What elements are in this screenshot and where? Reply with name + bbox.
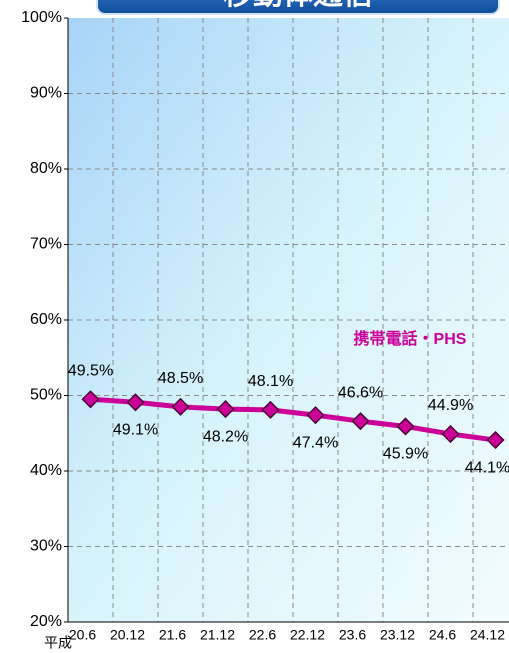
y-tick-label: 20% (30, 613, 62, 630)
y-tick-label: 100% (21, 9, 62, 26)
point (261, 400, 280, 419)
y-tick-label: 50% (30, 387, 62, 404)
data-label: 45.9% (383, 446, 428, 463)
x-tick-label: 24.6 (429, 627, 456, 643)
x-tick-label: 22.6 (249, 627, 276, 643)
point (126, 393, 145, 412)
point (216, 400, 235, 419)
x-tick-label: 21.6 (159, 627, 186, 643)
data-label: 44.1% (465, 459, 509, 476)
y-tick-label: 80% (30, 160, 62, 177)
y-tick-label: 40% (30, 462, 62, 479)
legend-label: 携帯電話・PHS (354, 329, 467, 348)
x-tick-label: 23.12 (380, 627, 415, 643)
data-label: 48.1% (248, 373, 293, 390)
point (351, 412, 370, 431)
series-line (90, 396, 496, 443)
x-tick-label: 24.12 (470, 627, 505, 643)
point (81, 390, 100, 409)
title-box (96, 0, 500, 15)
data-label: 46.6% (338, 384, 383, 401)
point (441, 424, 460, 444)
point (486, 430, 505, 450)
x-axis-label: 平成 (44, 635, 72, 651)
x-tick-label: 20.6 (69, 627, 96, 643)
chart-title: 移動体通信 (223, 0, 373, 11)
data-label: 48.2% (203, 428, 248, 445)
data-label: 49.5% (68, 362, 113, 379)
x-tick-label: 21.12 (200, 627, 235, 643)
data-label: 44.9% (428, 397, 473, 414)
data-label: 49.1% (113, 422, 158, 439)
point (306, 406, 325, 425)
y-tick-label: 70% (30, 236, 62, 253)
data-label: 47.4% (293, 434, 338, 451)
data-label: 48.5% (158, 370, 203, 387)
point (396, 417, 415, 436)
y-tick-label: 60% (30, 311, 62, 328)
point (171, 397, 190, 416)
x-tick-label: 23.6 (339, 627, 366, 643)
x-tick-label: 22.12 (290, 627, 325, 643)
x-tick-label: 20.12 (110, 627, 145, 643)
y-tick-label: 90% (30, 85, 62, 102)
y-tick-label: 30% (30, 538, 62, 555)
